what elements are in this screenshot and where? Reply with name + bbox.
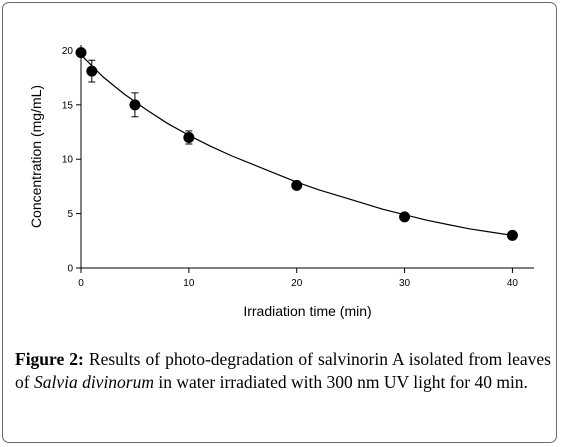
chart: 0 5 10 15 20 0 10 20 30 40 Irradiation time (min) C…: [28, 45, 534, 319]
x-tick-label: 10: [183, 278, 195, 289]
fit-curve: [80, 54, 513, 236]
y-tick-label: 5: [67, 209, 73, 220]
data-point: [75, 47, 87, 59]
y-tick-label: 20: [62, 46, 74, 57]
data-point: [86, 65, 98, 77]
data-point: [399, 211, 411, 223]
data-point: [506, 229, 518, 241]
caption-text-after: in water irradiated with 300 nm UV light…: [154, 371, 528, 392]
data-point: [183, 131, 195, 143]
data-point: [129, 99, 141, 111]
figure-frame: 0 5 10 15 20 0 10 20 30 40 Irradiation time (min) C…: [2, 2, 557, 443]
x-axis-label: Irradiation time (min): [243, 303, 371, 319]
data-point: [291, 179, 303, 191]
caption-text-before: Results of photo-degradation of salvinor…: [15, 349, 551, 392]
y-axis-label: Concentration (mg/mL): [28, 85, 44, 228]
y-tick-label: 0: [67, 264, 73, 275]
caption-label: Figure 2:: [15, 349, 84, 369]
caption-species: Salvia divinorum: [33, 371, 155, 392]
y-tick-label: 10: [62, 155, 74, 166]
x-tick-label: 40: [507, 278, 519, 289]
x-tick-label: 30: [399, 278, 411, 289]
figure-caption: Figure 2: Results of photo-degradation o…: [15, 348, 551, 393]
x-tick-label: 20: [291, 278, 303, 289]
x-tick-label: 0: [78, 278, 84, 289]
y-tick-label: 15: [62, 100, 74, 111]
